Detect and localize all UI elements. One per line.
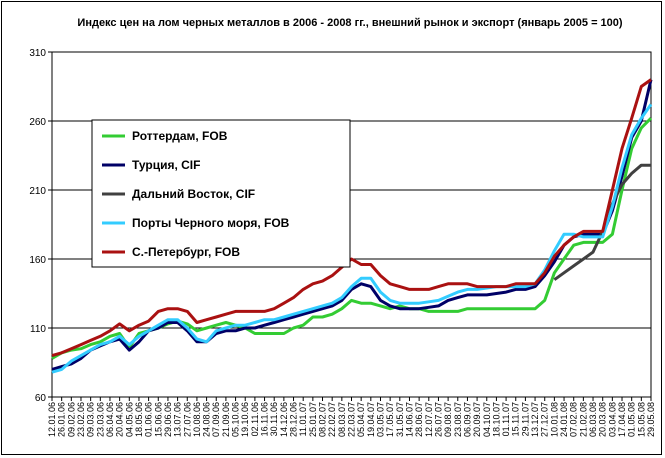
x-tick-label: 06.03.08	[588, 402, 598, 437]
x-tick-label: 09.03.06	[86, 402, 96, 437]
x-tick-label: 13.12.07	[530, 402, 540, 437]
x-tick-label: 05.10.06	[231, 402, 241, 437]
x-tick-label: 14.12.06	[279, 402, 289, 437]
x-tick-label: 20.04.06	[115, 402, 125, 437]
x-tick-label: 12.01.06	[47, 402, 57, 437]
y-tick-label: 310	[29, 48, 46, 59]
x-tick-label: 29.06.06	[163, 402, 173, 437]
x-tick-label: 31.05.07	[395, 402, 405, 437]
legend-box	[91, 119, 351, 268]
x-tick-label: 16.11.06	[260, 402, 270, 436]
series-lines	[51, 78, 653, 374]
x-tick-label: 28.06.07	[414, 402, 424, 437]
x-tick-label: 18.10.07	[491, 402, 501, 437]
series-line-3	[51, 103, 653, 374]
x-tick-label: 04.05.06	[124, 402, 134, 437]
x-tick-label: 19.04.07	[366, 402, 376, 437]
x-tick-label: 03.04.08	[607, 402, 617, 437]
y-tick-label: 210	[29, 186, 46, 197]
y-tick-label: 260	[29, 117, 46, 128]
x-tick-label: 01.11.07	[501, 402, 511, 436]
x-tick-label: 01.06.06	[144, 402, 154, 437]
legend: Роттердам, FOB Турция, CIF Дальний Восток,…	[91, 119, 351, 268]
x-tick-label: 15.11.07	[511, 402, 521, 436]
x-tick-label: 01.05.08	[627, 402, 637, 437]
y-tick-label: 110	[30, 324, 46, 335]
x-tick-label: 10.08.06	[192, 402, 202, 437]
x-tick-label: 07.02.08	[569, 402, 579, 437]
x-tick-label: 27.07.06	[182, 402, 192, 437]
chart-title: Индекс цен на лом черных металлов в 2006…	[77, 17, 623, 29]
x-tick-label: 23.08.07	[453, 402, 463, 437]
x-tick-label: 08.02.07	[318, 402, 328, 437]
x-tick-label: 13.07.06	[173, 402, 183, 437]
x-tick-label: 06.04.06	[105, 402, 115, 437]
x-tick-label: 11.01.07	[298, 402, 308, 436]
legend-label: С.-Петербург, FOB	[132, 245, 240, 259]
legend-label: Турция, CIF	[132, 158, 200, 172]
x-tick-label: 08.03.07	[337, 402, 347, 437]
y-tick-label: 60	[35, 393, 47, 404]
y-tick-label: 160	[29, 255, 46, 266]
x-tick-label: 20.03.08	[598, 402, 608, 437]
x-tick-label: 24.01.08	[559, 402, 569, 437]
x-tick-label: 23.02.06	[76, 402, 86, 437]
legend-label: Порты Черного моря, FOB	[132, 216, 290, 230]
x-tick-label: 29.11.07	[520, 402, 530, 436]
x-tick-label: 30.11.06	[269, 402, 279, 436]
x-tick-label: 06.09.07	[462, 402, 472, 437]
x-tick-label: 29.05.08	[646, 402, 656, 437]
x-tick-label: 12.07.07	[424, 402, 434, 437]
x-tick-label: 02.11.06	[250, 402, 260, 436]
series-line-4	[51, 78, 652, 358]
x-tick-label: 22.02.07	[327, 402, 337, 437]
legend-label: Дальний Восток, CIF	[132, 187, 255, 201]
series-line-2	[553, 163, 651, 281]
x-tick-label: 10.01.08	[549, 402, 559, 437]
x-tick-label: 14.06.07	[404, 402, 414, 437]
x-tick-label: 17.04.08	[617, 402, 627, 437]
x-tick-label: 19.10.06	[240, 402, 250, 437]
x-tick-label: 05.04.07	[356, 402, 366, 437]
y-axis: 60 110 160 210 260 310	[29, 48, 52, 404]
x-tick-label: 18.05.06	[134, 402, 144, 437]
x-tick-label: 27.12.07	[540, 402, 550, 437]
x-tick-label: 25.01.07	[308, 402, 318, 437]
x-tick-label: 07.09.06	[211, 402, 221, 437]
x-tick-label: 23.03.06	[95, 402, 105, 437]
x-tick-label: 15.05.08	[636, 402, 646, 437]
x-tick-label: 04.10.07	[482, 402, 492, 437]
x-tick-label: 21.02.08	[578, 402, 588, 437]
x-tick-label: 20.09.07	[472, 402, 482, 437]
x-tick-label: 17.05.07	[385, 402, 395, 437]
x-tick-label: 26.01.06	[57, 402, 67, 437]
legend-label: Роттердам, FOB	[132, 129, 228, 143]
x-tick-label: 09.02.06	[66, 402, 76, 437]
x-tick-label: 15.06.06	[153, 402, 163, 437]
x-tick-label: 24.08.06	[202, 402, 212, 437]
x-tick-label: 26.07.07	[433, 402, 443, 437]
x-tick-label: 09.08.07	[443, 402, 453, 437]
x-tick-label: 21.09.06	[221, 402, 231, 437]
x-axis: 12.01.06 26.01.06 09.02.06 23.02.06 09.03.06…	[47, 397, 656, 437]
x-tick-label: 03.05.07	[375, 402, 385, 437]
x-tick-label: 28.12.06	[289, 402, 299, 437]
x-tick-label: 22.03.07	[347, 402, 357, 437]
